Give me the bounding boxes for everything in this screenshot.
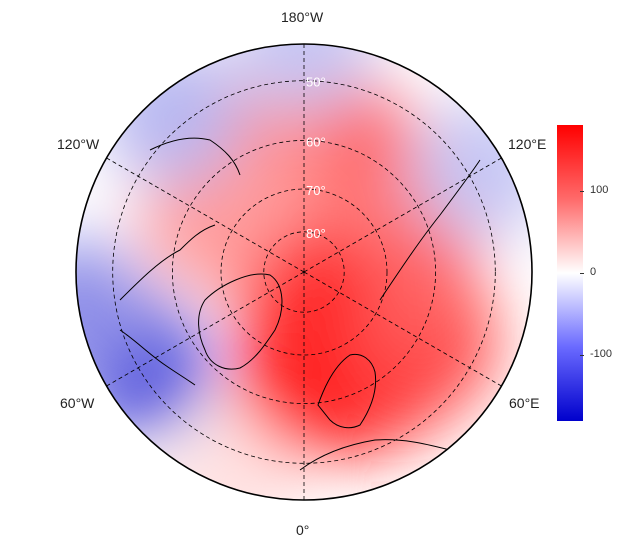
meridian-240 bbox=[76, 135, 305, 273]
colorbar-tick-label: 100 bbox=[590, 184, 609, 196]
latitude-labels: 50° 60° 70° 80° bbox=[306, 75, 326, 241]
anomaly-field bbox=[76, 44, 532, 500]
europe-coast bbox=[299, 439, 451, 471]
lat-circle-80 bbox=[263, 231, 345, 313]
lat-label-80: 80° bbox=[306, 226, 326, 241]
colorbar bbox=[557, 125, 583, 421]
meridian-120 bbox=[303, 135, 532, 273]
coastlines bbox=[119, 137, 481, 471]
meridian-300 bbox=[76, 271, 305, 409]
anomaly-blob-15 bbox=[156, 416, 296, 500]
lon-label-upper-right: 120°E bbox=[508, 136, 547, 152]
colorbar-tick-mark bbox=[580, 355, 584, 356]
lat-circle-70 bbox=[220, 188, 388, 356]
lon-label-bottom: 0° bbox=[296, 522, 310, 538]
anomaly-blob-4 bbox=[340, 202, 481, 342]
colorbar-tick-mark bbox=[580, 191, 584, 192]
anomaly-blob-12 bbox=[234, 44, 374, 114]
meridian-60 bbox=[303, 271, 532, 409]
siberia-coast bbox=[379, 159, 481, 301]
alaska-coast bbox=[149, 137, 241, 176]
graticule bbox=[76, 44, 532, 500]
lon-label-lower-left: 60°W bbox=[60, 395, 95, 411]
map-outline bbox=[75, 43, 533, 501]
lon-label-lower-right: 60°E bbox=[509, 395, 540, 411]
anomaly-blob-13 bbox=[102, 44, 242, 185]
colorbar-tick-mark bbox=[580, 273, 584, 274]
lat-circle-50 bbox=[112, 80, 496, 464]
lat-label-60: 60° bbox=[306, 134, 326, 149]
lat-label-70: 70° bbox=[306, 183, 326, 198]
lon-label-upper-left: 120°W bbox=[57, 136, 100, 152]
hudson-coast bbox=[119, 329, 196, 386]
lon-label-top: 180°W bbox=[281, 9, 324, 25]
greenland-coast bbox=[198, 273, 283, 370]
lat-circle-60 bbox=[171, 139, 437, 405]
canada-coast bbox=[119, 224, 216, 301]
colorbar-tick-label: -100 bbox=[590, 348, 613, 360]
scandinavia-coast bbox=[317, 353, 377, 429]
colorbar-tick-label: 0 bbox=[590, 266, 597, 278]
lat-label-50: 50° bbox=[306, 75, 326, 90]
